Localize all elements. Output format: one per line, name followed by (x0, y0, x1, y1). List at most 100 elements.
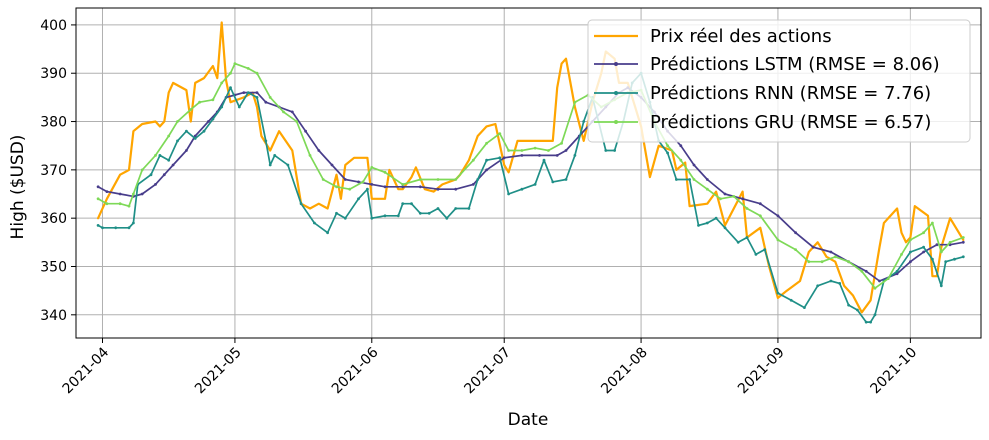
data-point (794, 231, 797, 235)
data-point (498, 156, 502, 160)
data-point (436, 187, 440, 191)
data-point (140, 168, 144, 172)
data-point (829, 279, 833, 283)
data-point (467, 207, 471, 210)
data-point (533, 183, 537, 186)
data-point (290, 110, 294, 114)
y-tick-label: 350 (40, 259, 67, 275)
data-point (675, 178, 678, 181)
data-point (520, 149, 524, 152)
data-point (246, 67, 250, 70)
data-point (666, 151, 669, 155)
y-tick-label: 360 (40, 211, 67, 227)
data-point (820, 260, 824, 264)
legend-marker (614, 62, 618, 66)
data-point (401, 202, 405, 206)
series-line (97, 21, 965, 314)
data-point (705, 221, 709, 225)
data-point (343, 178, 347, 181)
data-point (953, 257, 956, 261)
grid (76, 8, 981, 338)
data-point (299, 202, 303, 206)
data-point (132, 221, 135, 225)
data-point (864, 269, 868, 273)
data-point (829, 250, 833, 254)
data-point (127, 204, 131, 208)
data-point (520, 187, 524, 191)
data-point (847, 260, 850, 264)
data-point (547, 149, 550, 152)
data-point (935, 243, 939, 247)
data-point (939, 284, 943, 288)
data-point (348, 187, 352, 191)
data-point (485, 168, 488, 172)
data-point (264, 139, 268, 143)
data-point (383, 170, 387, 174)
data-point (321, 178, 325, 181)
x-axis-label: Date (508, 410, 549, 430)
data-point (211, 117, 215, 121)
legend-label: Prédictions GRU (RMSE = 6.57) (650, 112, 931, 133)
data-point (418, 178, 422, 181)
data-point (246, 91, 250, 94)
data-point (96, 197, 100, 201)
data-point (418, 211, 422, 215)
data-point (542, 158, 546, 162)
data-point (502, 156, 506, 160)
data-point (185, 149, 188, 152)
y-tick-label: 340 (40, 308, 67, 324)
data-point (255, 96, 259, 99)
data-point (538, 154, 541, 157)
data-point (723, 192, 727, 196)
data-point (498, 132, 502, 136)
data-point (873, 313, 877, 317)
data-point (96, 185, 100, 189)
plot-frame (75, 7, 982, 339)
data-point (454, 207, 458, 210)
data-point (692, 178, 696, 181)
data-point (471, 183, 475, 186)
data-point (922, 245, 925, 249)
data-point (264, 100, 268, 104)
data-point (229, 71, 232, 75)
data-point (154, 154, 157, 157)
data-point (736, 240, 740, 244)
data-point (816, 284, 820, 288)
data-point (560, 141, 563, 145)
data-point (961, 236, 965, 239)
data-point (873, 286, 877, 290)
data-point (335, 211, 338, 215)
data-point (361, 180, 365, 184)
data-point (445, 216, 449, 220)
data-point (149, 173, 153, 177)
data-point (207, 120, 210, 123)
data-point (551, 180, 555, 184)
data-point (268, 96, 272, 99)
data-point (370, 216, 374, 220)
data-point (520, 154, 524, 157)
data-point (202, 129, 206, 133)
data-point (948, 240, 952, 244)
legend: Prix réel des actions Prédictions LSTM (… (587, 19, 971, 143)
y-tick-label: 390 (40, 66, 67, 82)
data-point (154, 183, 157, 186)
data-point (471, 158, 475, 162)
data-point (705, 187, 709, 191)
data-point (794, 248, 797, 252)
data-point (714, 216, 718, 220)
data-point (776, 214, 780, 218)
data-point (454, 178, 458, 181)
legend-box (587, 19, 971, 143)
data-point (326, 231, 329, 235)
data-point (436, 178, 440, 181)
data-point (900, 253, 903, 256)
data-point (233, 62, 237, 65)
data-point (268, 163, 272, 167)
data-point (895, 269, 899, 273)
data-point (922, 231, 925, 235)
data-point (864, 320, 868, 324)
legend-entry: Prédictions RNN (RMSE = 7.76) (594, 83, 931, 104)
data-point (176, 139, 179, 143)
data-point (304, 129, 307, 133)
